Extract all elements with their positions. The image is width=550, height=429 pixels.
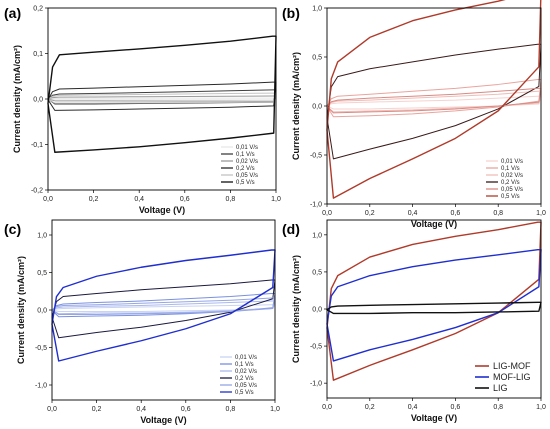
y-tick-label: 0,5 (37, 270, 47, 277)
legend-entry: 0,02 V/s (235, 369, 257, 375)
x-axis-label: Voltage (V) (411, 219, 457, 229)
y-tick-label: 1,0 (312, 232, 322, 239)
x-tick-label: 0,2 (365, 210, 375, 217)
legend-entry: 0,1 V/s (236, 152, 255, 158)
legend-entry: 0,1 V/s (501, 166, 520, 172)
x-tick-label: 0,2 (92, 406, 102, 413)
x-tick-label: 1,0 (270, 406, 280, 413)
x-tick-label: 0,2 (89, 196, 99, 203)
x-axis-label: Voltage (V) (139, 205, 185, 215)
y-tick-label: -1,0 (310, 202, 322, 209)
x-tick-label: 1,0 (536, 404, 546, 411)
legend-entry: MOF-LIG (493, 372, 531, 382)
x-tick-label: 0,6 (180, 196, 190, 203)
x-tick-label: 0,4 (136, 406, 146, 413)
legend-entry: 0,05 V/s (501, 187, 523, 193)
legend-entry: 0,5 V/s (235, 390, 254, 396)
x-tick-label: 0,0 (43, 196, 53, 203)
legend-entry: 0,2 V/s (501, 180, 520, 186)
y-tick-label: -0,5 (310, 344, 322, 351)
x-tick-label: 0,4 (408, 404, 418, 411)
x-axis-label: Voltage (V) (140, 415, 186, 425)
x-tick-label: 0,8 (226, 406, 236, 413)
legend-entry: 0,01 V/s (236, 145, 258, 151)
chart-panel-3: (c) 0,0 0,2 0,4 0,6 0,8 1,0 -1,0 -0,5 0,0 0,5 1,0 Vo… (4, 219, 280, 425)
x-tick-label: 1,0 (536, 210, 546, 217)
legend-entry: 0,5 V/s (501, 194, 520, 200)
legend-entry: 0,01 V/s (235, 355, 257, 361)
y-tick-label: 0,0 (33, 97, 43, 104)
legend-entry: 0,01 V/s (501, 159, 523, 165)
chart-panel-4: (d) 0,0 0,2 0,4 0,6 0,8 1,0 -1,0 -0,5 0,0 0,5 1,0 Vo… (282, 219, 546, 423)
y-tick-label: 0,5 (312, 55, 322, 62)
chart-panel-2: (b) 0,0 0,2 0,4 0,6 0,8 1,0 -1,0 -0,5 0,0 0,5 1,0 Vo… (282, 0, 546, 229)
y-tick-label: 1,0 (312, 6, 322, 13)
y-tick-label: 0,0 (312, 307, 322, 314)
y-tick-label: -0,2 (31, 188, 43, 195)
legend-entry: LIG-MOF (493, 361, 531, 371)
x-axis-label: Voltage (V) (411, 413, 457, 423)
x-tick-label: 0,6 (451, 404, 461, 411)
x-tick-label: 0,6 (181, 406, 191, 413)
y-tick-label: 0,0 (312, 104, 322, 111)
series-line (47, 97, 277, 101)
series-line (51, 279, 276, 339)
y-tick-label: -0,1 (31, 142, 43, 149)
legend-entry: 0,2 V/s (235, 376, 254, 382)
x-tick-label: 0,6 (451, 210, 461, 217)
x-tick-label: 0,8 (226, 196, 236, 203)
legend-entry: 0,5 V/s (236, 180, 255, 186)
legend-entry: LIG (493, 383, 508, 393)
series-line (326, 43, 542, 160)
legend-entry: 0,2 V/s (236, 166, 255, 172)
y-tick-label: 0,1 (33, 51, 43, 58)
y-tick-label: 0,2 (33, 6, 43, 13)
y-tick-label: 0,5 (312, 269, 322, 276)
series-line (326, 221, 542, 381)
x-tick-label: 0,8 (493, 404, 503, 411)
legend-entry: 0,05 V/s (235, 383, 257, 389)
x-tick-label: 0,0 (47, 406, 57, 413)
x-tick-label: 0,4 (134, 196, 144, 203)
y-axis-label: Current density (mA/cm²) (291, 52, 301, 160)
x-tick-label: 0,0 (322, 210, 332, 217)
y-axis-label: Current density (mA/cm²) (16, 256, 26, 364)
x-tick-label: 0,2 (365, 404, 375, 411)
panel-label: (c) (4, 221, 21, 237)
x-tick-label: 0,4 (408, 210, 418, 217)
series-line (326, 0, 542, 199)
chart-panel-1: (a) 0,0 0,2 0,4 0,6 0,8 1,0 -0,2 -0,1 0,0 0,1 0,2 Vo… (4, 5, 281, 215)
legend-entry: 0,02 V/s (236, 159, 258, 165)
y-tick-label: -1,0 (310, 381, 322, 388)
panel-label: (b) (282, 5, 300, 21)
y-tick-label: -1,0 (35, 383, 47, 390)
legend-entry: 0,02 V/s (501, 173, 523, 179)
x-tick-label: 0,8 (493, 210, 503, 217)
legend-entry: 0,05 V/s (236, 173, 258, 179)
y-tick-label: 0,0 (37, 308, 47, 315)
y-tick-label: 1,0 (37, 233, 47, 240)
y-tick-label: -0,5 (310, 153, 322, 160)
x-tick-label: 0,0 (322, 404, 332, 411)
panel-label: (a) (4, 5, 21, 21)
y-axis-label: Current density (mA/cm²) (291, 255, 301, 363)
x-tick-label: 1,0 (271, 196, 281, 203)
panel-label: (d) (282, 221, 300, 237)
legend-entry: 0,1 V/s (235, 362, 254, 368)
y-tick-label: -0,5 (35, 345, 47, 352)
y-axis-label: Current density (mA/cm²) (12, 45, 22, 153)
